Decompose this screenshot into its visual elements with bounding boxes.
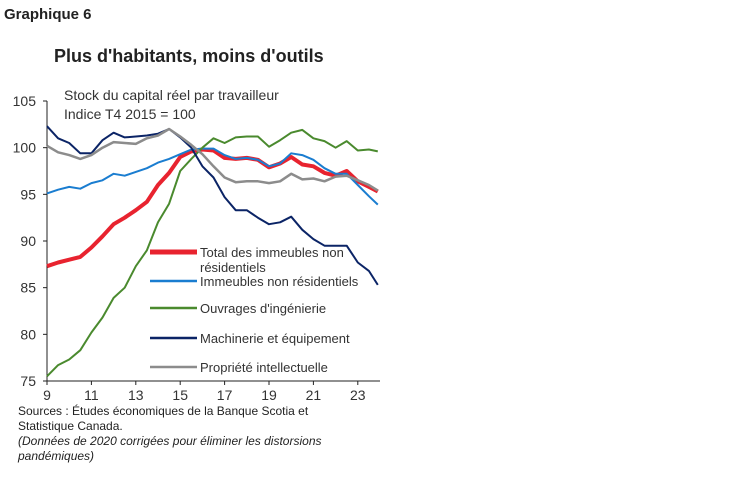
x-tick-label: 11 bbox=[84, 387, 99, 403]
series-line bbox=[46, 147, 379, 269]
legend-label: Propriété intellectuelle bbox=[200, 360, 328, 375]
series-line bbox=[46, 147, 379, 206]
legend-label: Machinerie et équipement bbox=[200, 331, 350, 346]
y-tick-label: 105 bbox=[13, 93, 37, 109]
x-tick-label: 13 bbox=[128, 387, 144, 403]
y-tick-label: 75 bbox=[20, 373, 36, 389]
chart-subtitle: Indice T4 2015 = 100 bbox=[64, 106, 196, 122]
legend-label: Ouvrages d'ingénierie bbox=[200, 301, 326, 316]
y-tick-label: 85 bbox=[20, 280, 36, 296]
sources-block: Sources : Études économiques de la Banqu… bbox=[18, 404, 358, 464]
legend-label: résidentiels bbox=[200, 260, 266, 275]
series-line bbox=[46, 125, 379, 286]
y-tick-label: 90 bbox=[20, 233, 36, 249]
figure-label: Graphique 6 bbox=[4, 6, 92, 23]
series-line bbox=[46, 128, 379, 378]
x-tick-label: 21 bbox=[306, 387, 322, 403]
y-tick-label: 80 bbox=[20, 326, 36, 342]
x-tick-label: 17 bbox=[217, 387, 233, 403]
chart-subtitle: Stock du capital réel par travailleur bbox=[64, 87, 279, 103]
x-tick-label: 15 bbox=[172, 387, 188, 403]
y-tick-label: 95 bbox=[20, 186, 36, 202]
chart-title: Plus d'habitants, moins d'outils bbox=[54, 46, 324, 66]
x-tick-label: 19 bbox=[261, 387, 277, 403]
sources-text: Sources : Études économiques de la Banqu… bbox=[18, 404, 309, 433]
note-text: (Données de 2020 corrigées pour éliminer… bbox=[18, 434, 322, 463]
legend-label: Total des immeubles non bbox=[200, 245, 344, 260]
legend-label: Immeubles non résidentiels bbox=[200, 274, 359, 289]
x-tick-label: 23 bbox=[350, 387, 366, 403]
series-line bbox=[46, 127, 379, 192]
x-tick-label: 9 bbox=[43, 387, 51, 403]
y-tick-label: 100 bbox=[13, 140, 37, 156]
